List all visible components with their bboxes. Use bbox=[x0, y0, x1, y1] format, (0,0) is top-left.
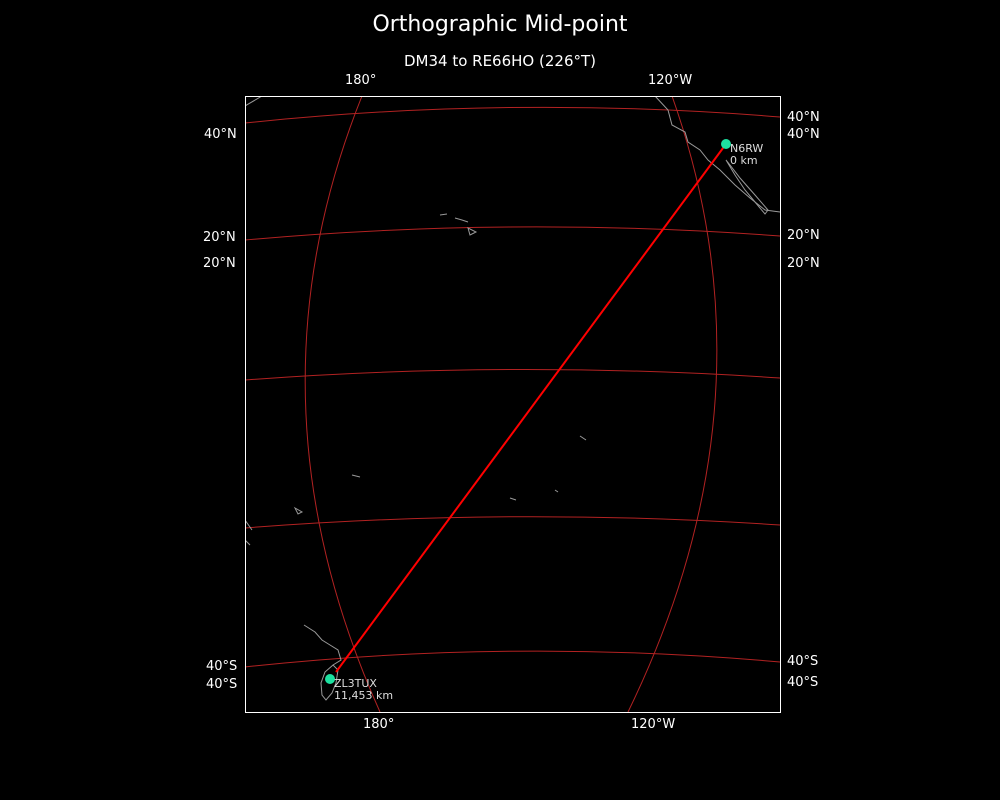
chart-title: Orthographic Mid-point bbox=[372, 12, 628, 37]
right-tick-label: 20°N bbox=[787, 256, 820, 271]
great-circle-path bbox=[335, 143, 727, 673]
left-tick-label: 40°S bbox=[206, 677, 238, 692]
coast-alaska bbox=[245, 96, 263, 107]
station-label-n6rw: N6RW 0 km bbox=[730, 143, 763, 167]
station-distance: 11,453 km bbox=[334, 689, 394, 702]
map-frame bbox=[245, 96, 781, 713]
station-marker-n6rw[interactable] bbox=[721, 139, 731, 149]
coast-islands bbox=[245, 435, 587, 546]
station-marker-zl3tux[interactable] bbox=[325, 674, 335, 684]
gridline-lon-180 bbox=[304, 96, 381, 712]
coastlines bbox=[245, 96, 780, 701]
coast-hawaii bbox=[439, 213, 478, 236]
chart-subtitle: DM34 to RE66HO (226°T) bbox=[403, 52, 596, 70]
right-tick-label: 40°N bbox=[787, 110, 820, 125]
coast-baja bbox=[725, 159, 769, 215]
station-call: N6RW bbox=[730, 142, 764, 155]
station-label-zl3tux: ZL3TUX 11,453 km bbox=[334, 678, 393, 702]
station-call: ZL3TUX bbox=[334, 677, 377, 690]
gridline-lat-40s bbox=[245, 650, 780, 668]
top-tick-label: 120°W bbox=[648, 73, 693, 88]
left-tick-label: 40°S bbox=[206, 659, 238, 674]
right-tick-label: 40°S bbox=[787, 675, 819, 690]
bottom-tick-label: 180° bbox=[363, 717, 395, 732]
coast-new-zealand-south bbox=[320, 664, 339, 701]
top-tick-label: 180° bbox=[345, 73, 377, 88]
gridline-lat-0 bbox=[245, 368, 780, 381]
left-tick-label: 40°N bbox=[204, 127, 237, 142]
gridline-lat-20s bbox=[245, 516, 780, 529]
left-tick-label: 20°N bbox=[203, 230, 236, 245]
left-tick-label: 20°N bbox=[203, 256, 236, 271]
station-distance: 0 km bbox=[730, 154, 758, 167]
gridline-lat-40n bbox=[245, 106, 780, 124]
right-tick-label: 40°S bbox=[787, 654, 819, 669]
coast-new-zealand-north bbox=[303, 624, 342, 666]
bottom-tick-label: 120°W bbox=[631, 717, 676, 732]
right-tick-label: 40°N bbox=[787, 127, 820, 142]
right-tick-label: 20°N bbox=[787, 228, 820, 243]
gridline-lon-120w bbox=[627, 96, 718, 712]
gridlines bbox=[245, 96, 780, 712]
coast-north-america bbox=[654, 96, 780, 213]
gridline-lat-20n bbox=[245, 226, 780, 241]
